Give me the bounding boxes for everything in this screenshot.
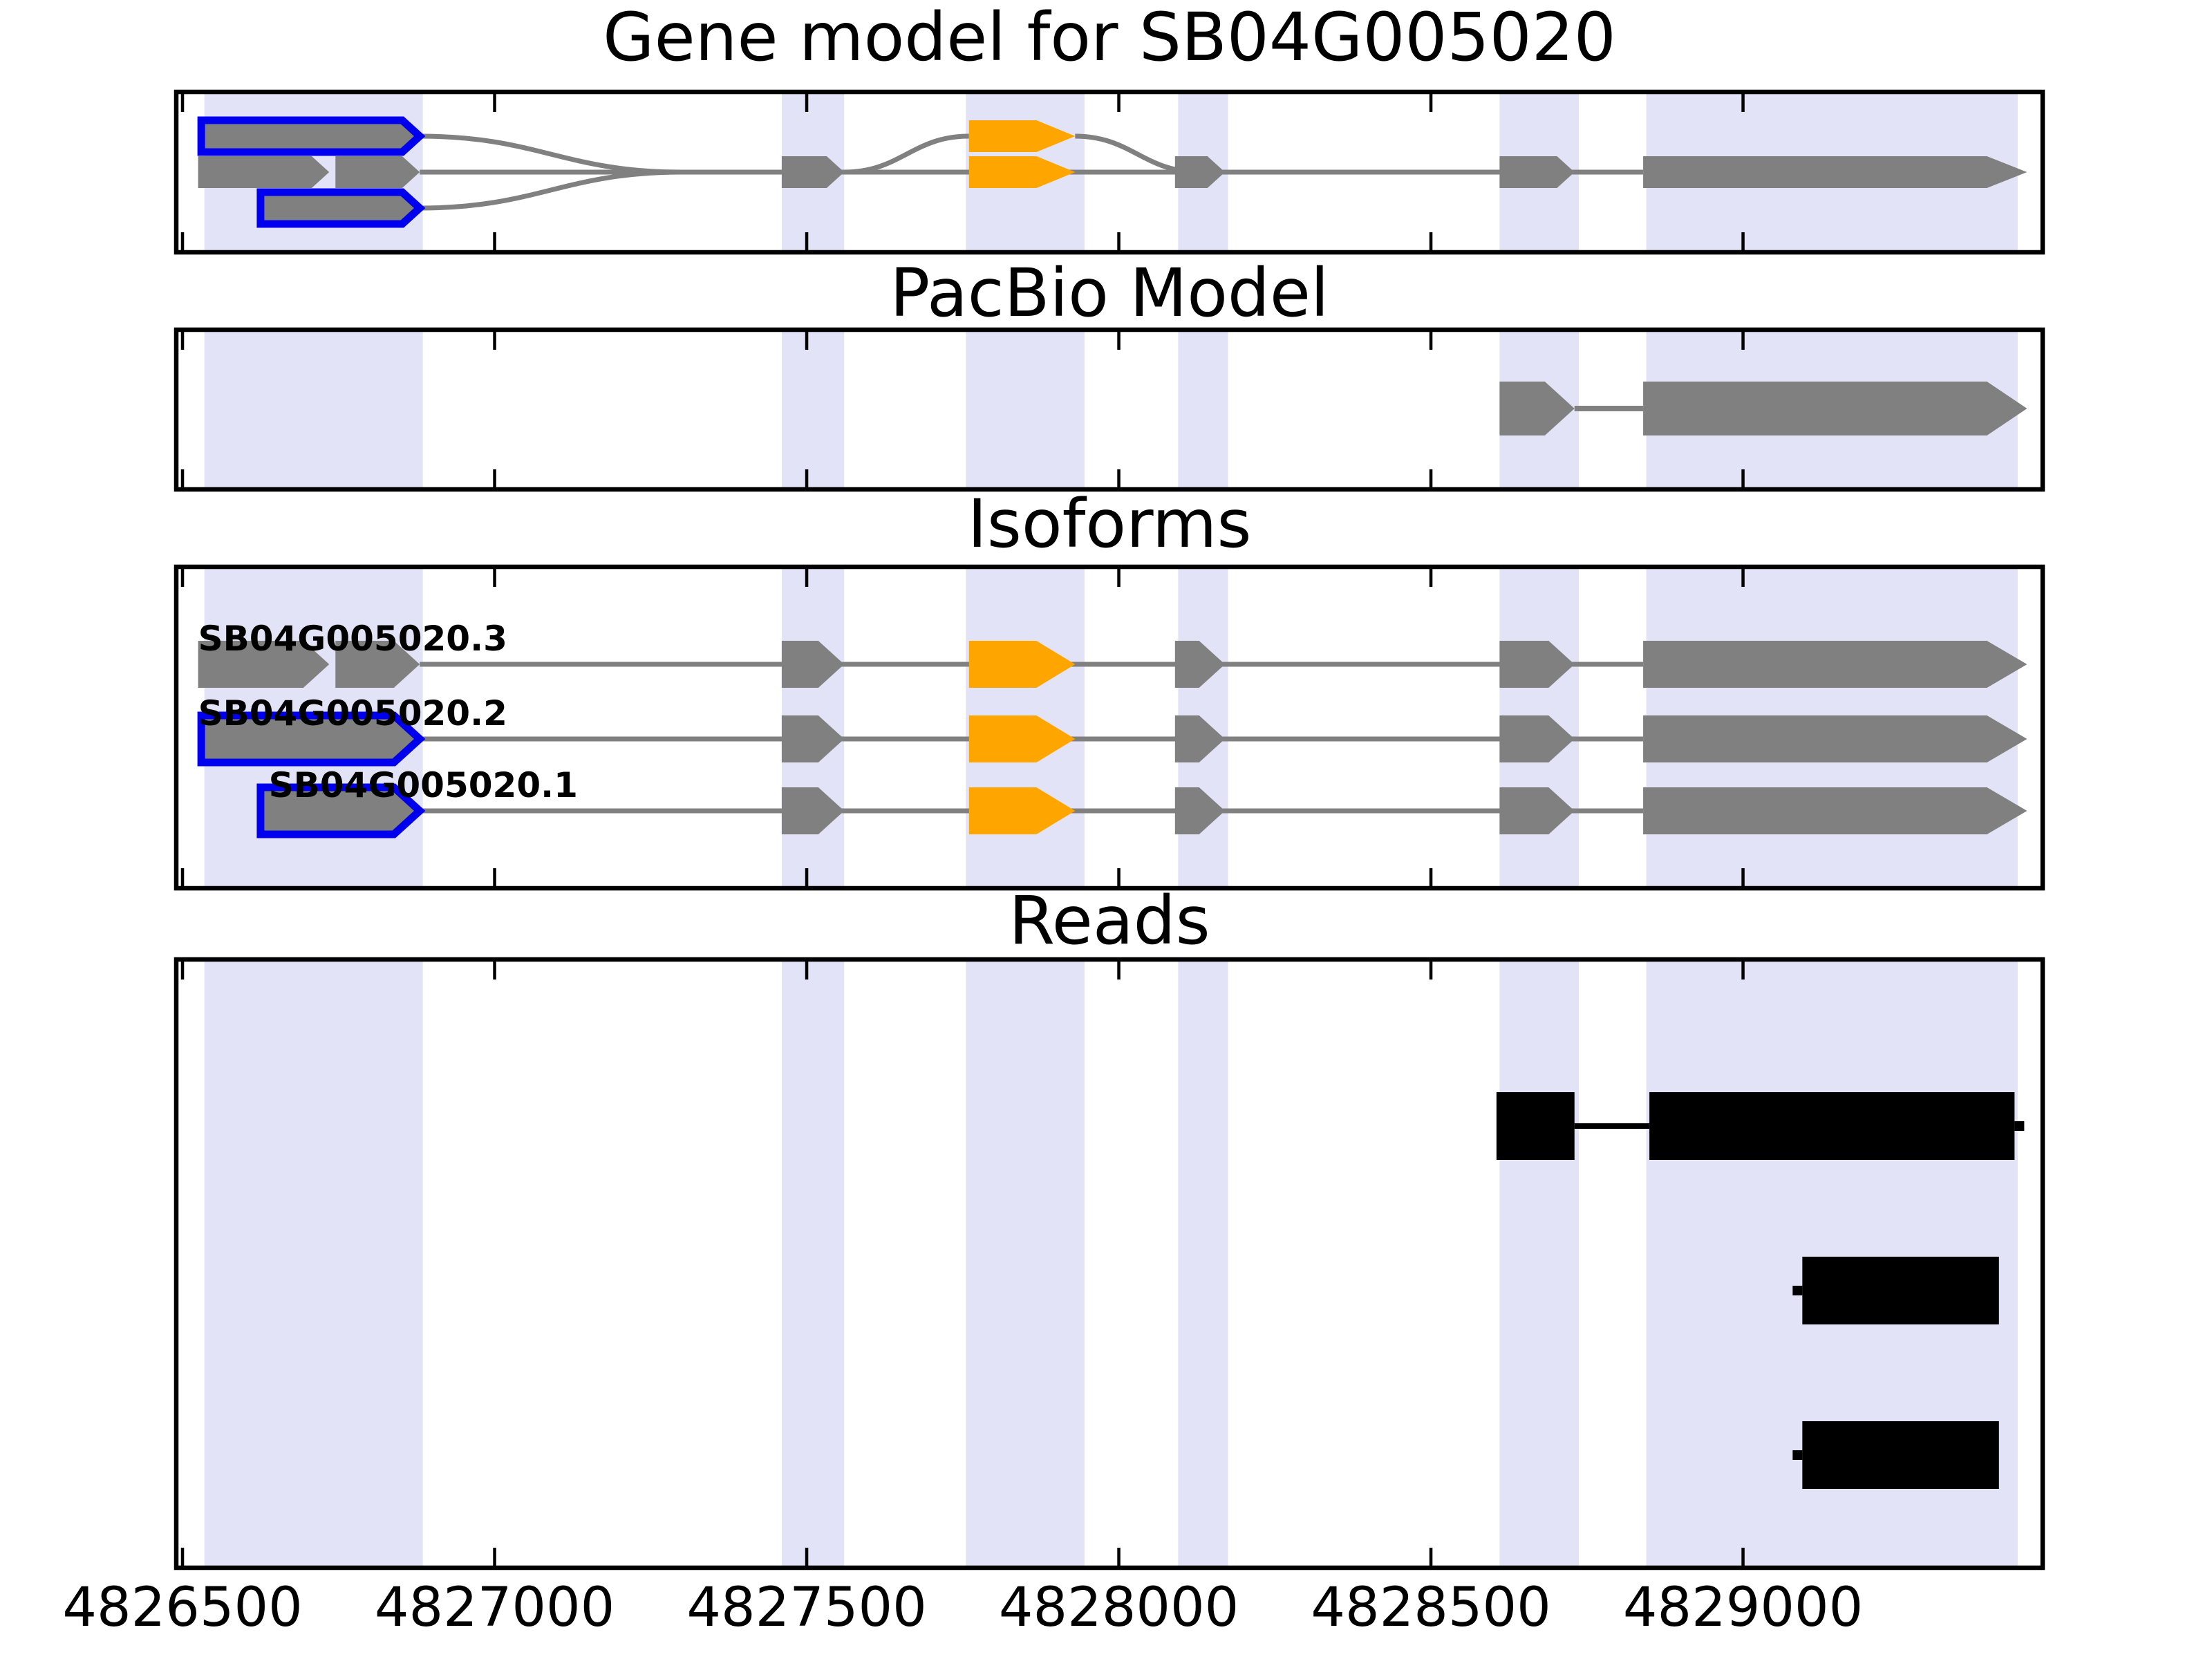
- exon-highlight-band: [1499, 959, 1580, 1568]
- x-tick-label: 4827000: [375, 1577, 615, 1639]
- gene-model-exon-selected: [197, 116, 426, 156]
- panel-border: [174, 957, 2045, 1571]
- exon-highlight-band: [1178, 330, 1228, 489]
- isoform-first-exon-selected: [256, 783, 426, 838]
- isoform-exon: [968, 715, 1076, 762]
- gene-model-exon: [1499, 156, 1575, 188]
- exon-highlight-band: [781, 959, 845, 1568]
- isoform-exon: [1643, 715, 2027, 762]
- isoform-exon: [781, 715, 845, 762]
- pacbio-exon: [1643, 382, 2027, 435]
- isoform-label: SB04G005020.1: [269, 765, 578, 805]
- isoform-exon: [968, 641, 1076, 688]
- gene-model-exon: [198, 156, 330, 188]
- x-tick-label: 4828500: [1311, 1577, 1550, 1639]
- reads-panel-title: Reads: [1009, 882, 1210, 959]
- exon-highlight-band: [204, 959, 423, 1568]
- read-block: [1802, 1421, 1999, 1489]
- gene-model-exon: [781, 156, 845, 188]
- read-block: [1649, 1092, 2015, 1160]
- isoform-exon: [1499, 715, 1575, 762]
- gene-model-exon-selected: [256, 188, 426, 228]
- x-tick-label: 4828000: [999, 1577, 1239, 1639]
- isoform-label: SB04G005020.2: [198, 693, 507, 733]
- isoform-label: SB04G005020.3: [198, 619, 507, 659]
- gene-model-exon: [1174, 156, 1226, 188]
- isoform-exon: [1643, 641, 2027, 688]
- gene-model-exon: [1643, 156, 2027, 188]
- splice-arc: [844, 133, 969, 175]
- exon-highlight-band: [1178, 959, 1228, 1568]
- x-tick-label: 4829000: [1623, 1577, 1863, 1639]
- pacbio-exon: [1499, 382, 1575, 435]
- read-block: [1802, 1257, 1999, 1324]
- isoform-first-exon: [198, 641, 330, 688]
- isoform-exon: [1174, 787, 1226, 834]
- exon-highlight-band: [966, 959, 1085, 1568]
- isoform-exon: [1499, 787, 1575, 834]
- isoform-first-exon-selected: [197, 711, 426, 767]
- isoform-exon: [1499, 641, 1575, 688]
- isoform-exon: [1643, 787, 2027, 834]
- splice-arc: [420, 133, 682, 175]
- read-clip-stub: [1792, 1286, 1803, 1295]
- isoform-exon: [1174, 715, 1226, 762]
- gene-model-exon: [335, 156, 420, 188]
- read-clip-stub: [2014, 1121, 2025, 1131]
- x-tick-label: 4826500: [62, 1577, 302, 1639]
- exon-highlight-band: [781, 330, 845, 489]
- panel-border: [174, 327, 2045, 492]
- read-clip-stub: [1792, 1450, 1803, 1460]
- isoform-first-exon: [335, 641, 420, 688]
- panel-border: [174, 564, 2045, 891]
- exon-highlight-band: [204, 330, 423, 489]
- isoform-exon: [968, 787, 1076, 834]
- read-block: [1496, 1092, 1575, 1160]
- gene-model-panel-title: Gene model for SB04G005020: [603, 0, 1616, 76]
- isoform-exon: [781, 787, 845, 834]
- x-tick-label: 4827500: [686, 1577, 926, 1639]
- isoform-exon: [1174, 641, 1226, 688]
- isoform-exon: [781, 641, 845, 688]
- splice-arc: [420, 169, 682, 211]
- exon-highlight-band: [966, 330, 1085, 489]
- pacbio-panel-title: PacBio Model: [890, 254, 1329, 332]
- isoforms-panel-title: Isoforms: [967, 485, 1252, 563]
- panel-border: [174, 89, 2045, 255]
- gene-model-exon: [968, 120, 1076, 152]
- gene-model-exon: [968, 156, 1076, 188]
